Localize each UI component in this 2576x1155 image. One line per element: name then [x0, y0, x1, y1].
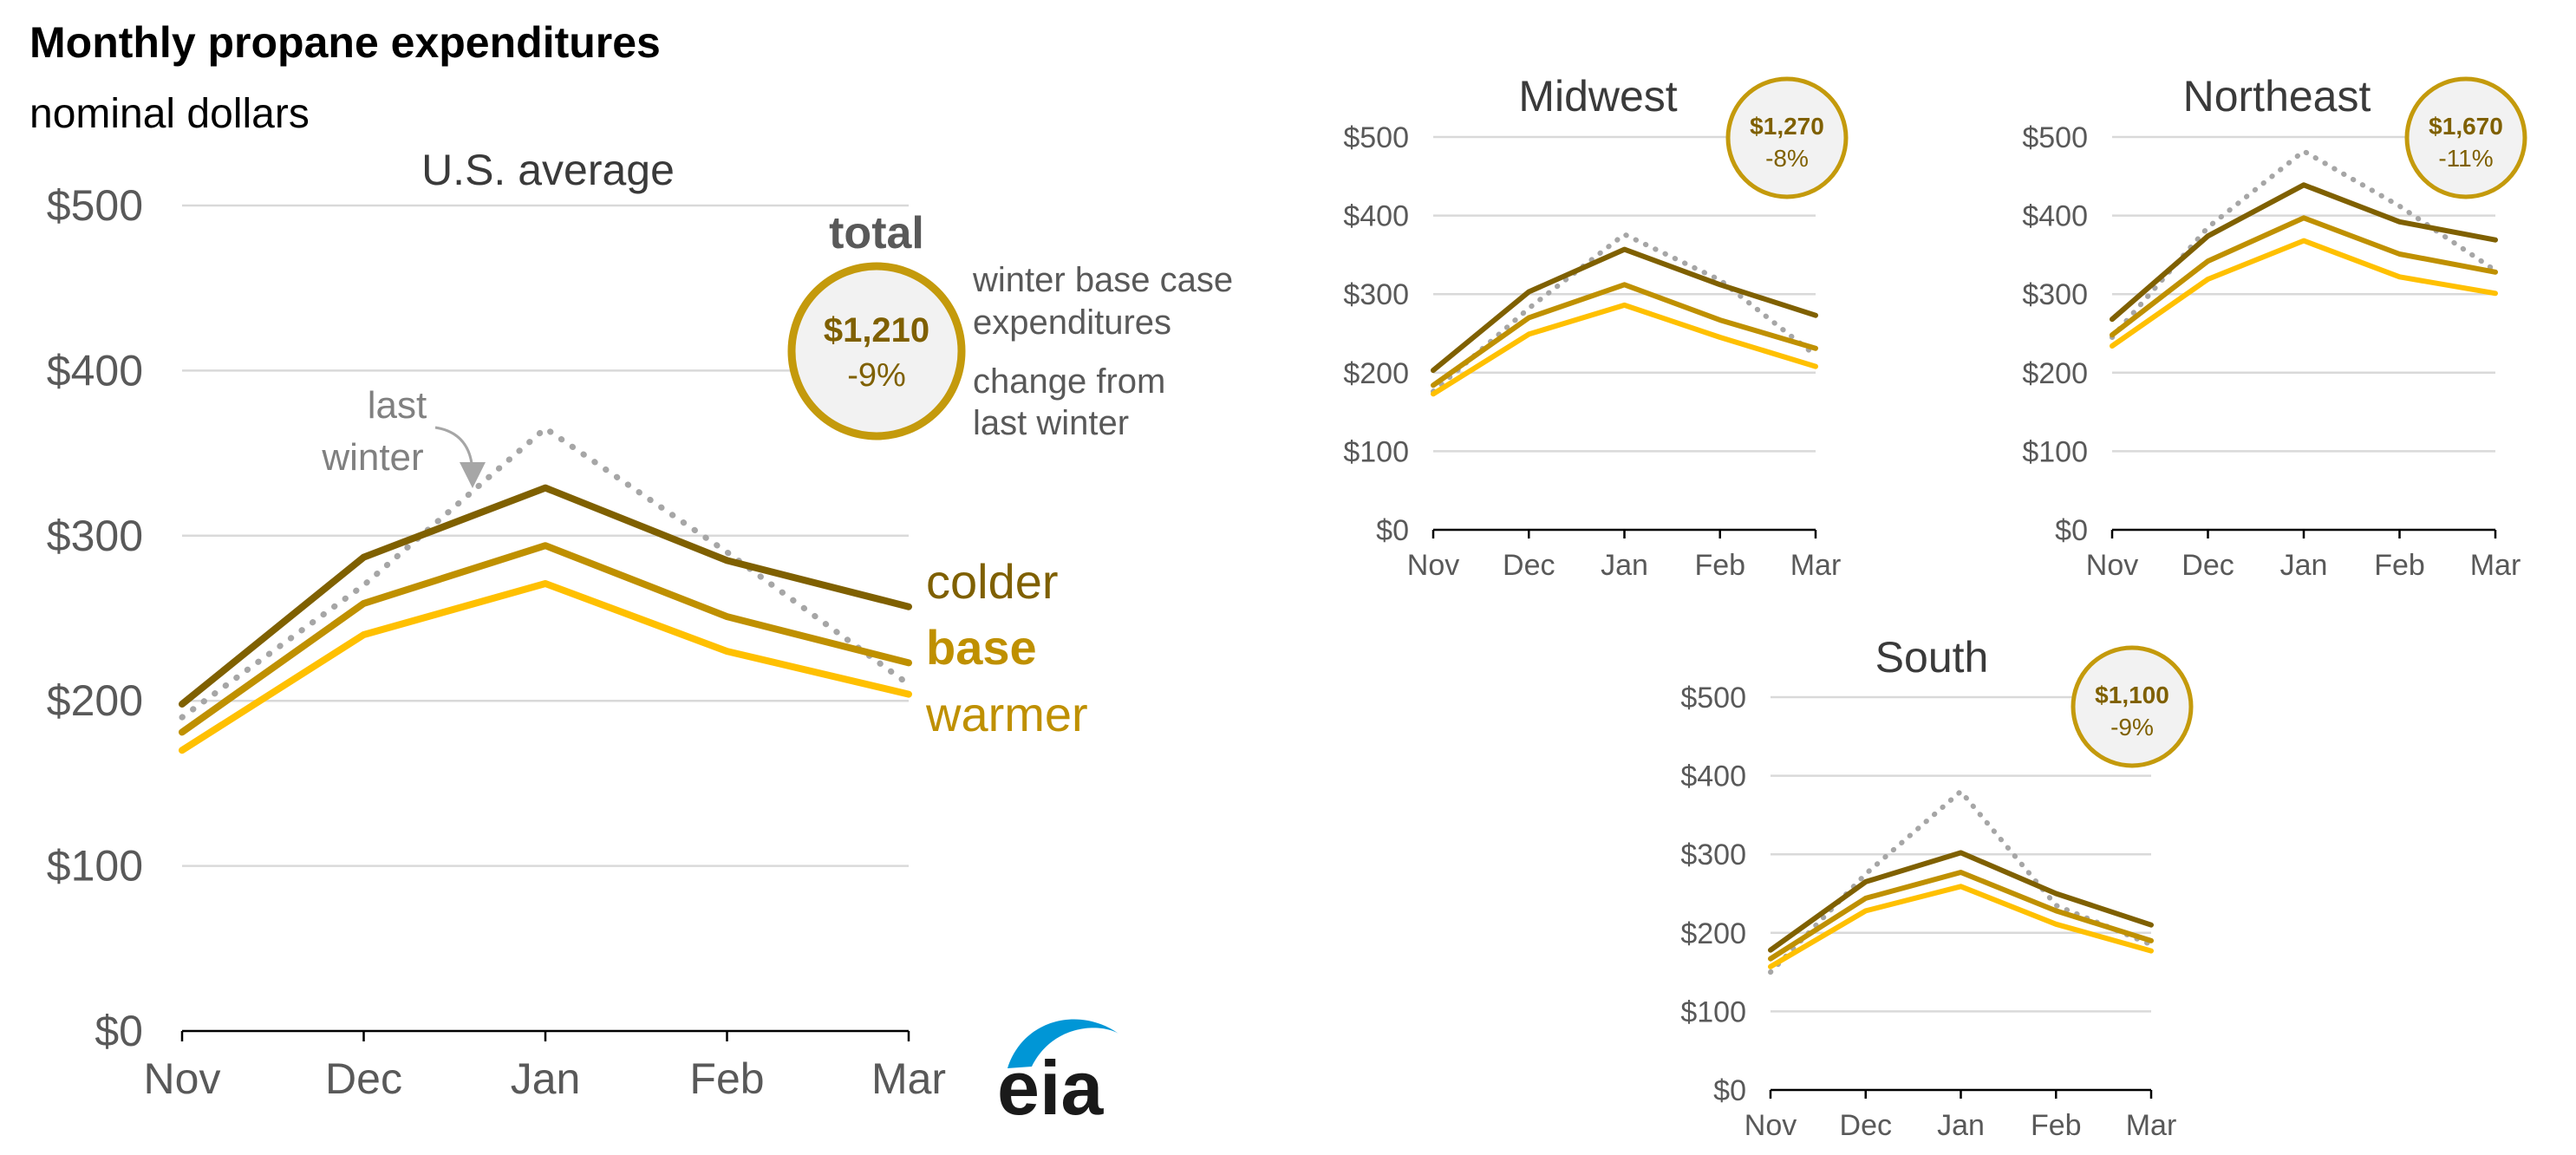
- y-tick-label-south-3: $300: [1680, 839, 1746, 871]
- series-label-colder: colder: [926, 554, 1059, 609]
- x-tick-label-midwest-4: Mar: [1790, 549, 1842, 582]
- chart-subtitle: nominal dollars: [29, 91, 310, 137]
- panel-title-northeast: Northeast: [2183, 72, 2371, 121]
- y-tick-label-us-5: $500: [47, 181, 143, 230]
- x-tick-label-south-0: Nov: [1745, 1109, 1797, 1142]
- eia-logo: eia: [997, 1019, 1118, 1131]
- x-tick-label-northeast-1: Dec: [2181, 549, 2234, 582]
- x-tick-label-us-3: Feb: [689, 1054, 764, 1103]
- total-badge-change-northeast: -11%: [2438, 145, 2493, 172]
- last-winter-arrow: [434, 426, 486, 488]
- series-line-us-base: [179, 542, 912, 736]
- y-tick-label-midwest-3: $300: [1343, 278, 1409, 311]
- panel-northeast: Northeast $0 $100 $200 $300 $400 $500 Nov Dec Jan…: [2022, 72, 2527, 582]
- y-tick-label-northeast-3: $300: [2022, 278, 2088, 311]
- x-tick-label-us-2: Jan: [511, 1054, 581, 1103]
- panel-south: South $0 $100 $200 $300 $400 $500 Nov Dec Jan Feb M…: [1680, 633, 2194, 1142]
- x-tick-label-northeast-3: Feb: [2374, 549, 2425, 582]
- total-badge-amount-south: $1,100: [2095, 682, 2169, 708]
- series-line-midwest-last_winter: [1431, 232, 1818, 395]
- y-tick-label-south-4: $400: [1680, 760, 1746, 793]
- y-tick-label-midwest-4: $400: [1343, 200, 1409, 233]
- y-tick-label-us-3: $300: [47, 512, 143, 560]
- last-winter-annotation: last winter: [321, 384, 486, 488]
- x-tick-label-midwest-3: Feb: [1694, 549, 1745, 582]
- x-tick-label-midwest-1: Dec: [1503, 549, 1555, 582]
- series-line-midwest-base: [1431, 282, 1818, 388]
- legend-total-badge: [787, 262, 966, 440]
- total-badge-change-midwest: -8%: [1765, 145, 1809, 172]
- total-badge-amount-northeast: $1,670: [2429, 113, 2503, 140]
- series-line-northeast-colder: [2110, 182, 2498, 323]
- series-line-south-warmer: [1768, 884, 2154, 969]
- last-winter-label-2: winter: [321, 436, 423, 479]
- x-tick-label-northeast-0: Nov: [2086, 549, 2138, 582]
- total-badge-midwest: [1725, 76, 1849, 199]
- y-tick-label-south-5: $500: [1680, 682, 1746, 715]
- y-tick-label-midwest-0: $0: [1376, 514, 1409, 547]
- y-tick-label-northeast-4: $400: [2022, 200, 2088, 233]
- series-label-warmer: warmer: [925, 687, 1088, 741]
- total-badge-change-south: -9%: [2110, 714, 2154, 741]
- total-badge-northeast: [2404, 76, 2527, 199]
- panel-us-average: U.S. average $0 $100 $200 $300 $400 $500 Nov Dec…: [47, 146, 946, 1103]
- chart-title: Monthly propane expenditures: [29, 18, 661, 67]
- series-line-south-base: [1768, 870, 2154, 962]
- total-badge-amount-midwest: $1,270: [1750, 113, 1824, 140]
- last-winter-label-1: last: [368, 384, 427, 427]
- panel-title-south: South: [1875, 633, 1989, 682]
- series-line-us-last_winter: [179, 425, 912, 721]
- y-tick-label-us-4: $400: [47, 346, 143, 395]
- y-tick-label-midwest-2: $200: [1343, 357, 1409, 390]
- y-tick-label-south-0: $0: [1713, 1074, 1746, 1107]
- total-badge-south: [2071, 645, 2194, 768]
- panel-title-midwest: Midwest: [1518, 72, 1677, 121]
- y-tick-label-midwest-5: $500: [1343, 121, 1409, 154]
- y-tick-label-northeast-0: $0: [2055, 514, 2088, 547]
- y-tick-label-us-2: $200: [47, 676, 143, 725]
- legend-desc-expenditures-2: expenditures: [973, 303, 1171, 342]
- y-tick-label-northeast-2: $200: [2022, 357, 2088, 390]
- x-tick-label-south-4: Mar: [2126, 1109, 2177, 1142]
- y-tick-label-us-1: $100: [47, 842, 143, 891]
- series-line-us-colder: [179, 484, 912, 708]
- series-line-northeast-warmer: [2110, 238, 2498, 349]
- panel-midwest: Midwest $0 $100 $200 $300 $400 $500 Nov Dec Jan Fe…: [1343, 72, 1849, 582]
- x-tick-label-south-3: Feb: [2031, 1109, 2082, 1142]
- x-tick-label-us-1: Dec: [325, 1054, 402, 1103]
- x-tick-label-us-4: Mar: [871, 1054, 946, 1103]
- y-tick-label-south-1: $100: [1680, 995, 1746, 1028]
- series-line-midwest-warmer: [1431, 302, 1818, 397]
- legend-badge-amount: $1,210: [824, 311, 929, 349]
- y-tick-label-south-2: $200: [1680, 917, 1746, 950]
- eia-swoosh-icon: [1008, 1019, 1118, 1068]
- legend-block: total $1,210 -9% winter base case expend…: [787, 208, 1233, 442]
- legend-desc-change-2: last winter: [973, 404, 1129, 442]
- series-line-south-last_winter: [1768, 788, 2154, 976]
- x-tick-label-south-1: Dec: [1840, 1109, 1892, 1142]
- x-tick-label-northeast-2: Jan: [2280, 549, 2328, 582]
- legend-badge-change: -9%: [847, 357, 906, 394]
- series-label-base: base: [926, 620, 1037, 675]
- panel-title-us: U.S. average: [421, 146, 675, 194]
- legend-desc-change-1: change from: [973, 362, 1165, 401]
- x-tick-label-us-0: Nov: [144, 1054, 221, 1103]
- series-line-us-warmer: [179, 580, 912, 754]
- series-line-northeast-base: [2110, 215, 2498, 338]
- x-tick-label-northeast-4: Mar: [2470, 549, 2521, 582]
- y-tick-label-northeast-5: $500: [2022, 121, 2088, 154]
- series-line-south-colder: [1768, 850, 2154, 953]
- y-tick-label-northeast-1: $100: [2022, 435, 2088, 468]
- y-tick-label-midwest-1: $100: [1343, 435, 1409, 468]
- x-tick-label-midwest-0: Nov: [1407, 549, 1459, 582]
- legend-total-heading: total: [829, 208, 924, 258]
- x-tick-label-south-2: Jan: [1937, 1109, 1985, 1142]
- x-tick-label-midwest-2: Jan: [1601, 549, 1648, 582]
- y-tick-label-us-0: $0: [95, 1007, 143, 1055]
- series-line-midwest-colder: [1431, 246, 1818, 374]
- legend-desc-expenditures-1: winter base case: [972, 261, 1233, 299]
- eia-logo-text: eia: [997, 1045, 1104, 1131]
